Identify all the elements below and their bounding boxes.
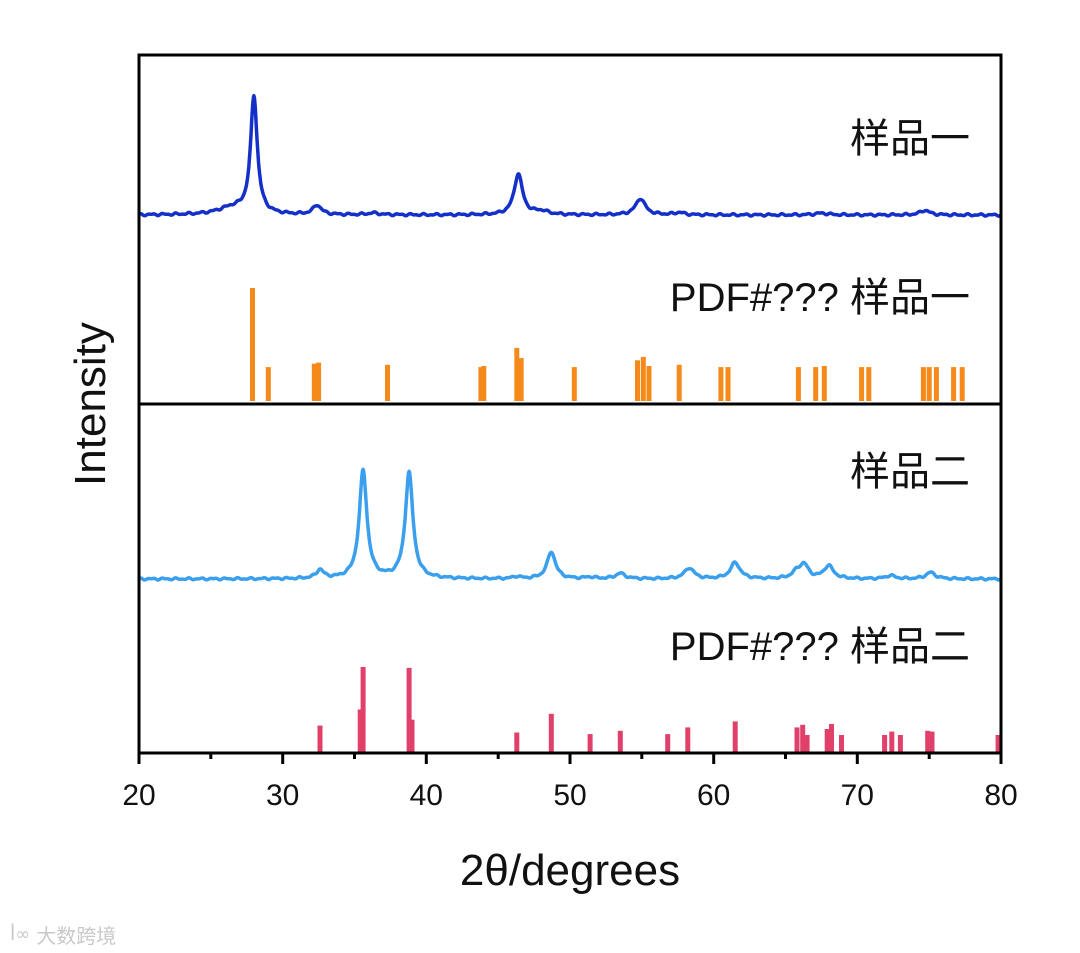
reference-stick-top-8 — [518, 358, 524, 401]
reference-stick-bottom-13 — [800, 724, 806, 752]
reference-stick-top-11 — [640, 356, 646, 401]
y-axis-label: Intensity — [66, 322, 115, 486]
x-axis-label: 2θ/degrees — [460, 846, 680, 895]
trace-label-sample-1: 样品一 — [850, 116, 970, 162]
reference-stick-top-25 — [959, 367, 965, 401]
reference-stick-bottom-12 — [794, 727, 800, 752]
reference-stick-bottom-0 — [317, 725, 323, 752]
reference-stick-top-17 — [813, 367, 819, 401]
series-line-top — [137, 93, 1003, 218]
reference-stick-top-9 — [571, 367, 577, 401]
reference-stick-top-22 — [926, 367, 932, 401]
reference-stick-top-21 — [920, 367, 926, 401]
reference-stick-bottom-9 — [665, 734, 671, 752]
watermark: ꟾ∞ 大数跨境 — [10, 920, 116, 949]
reference-stick-bottom-8 — [617, 730, 623, 753]
reference-stick-top-14 — [718, 367, 724, 401]
reference-stick-bottom-17 — [839, 735, 844, 752]
reference-stick-bottom-5 — [514, 732, 520, 753]
reference-stick-bottom-6 — [548, 713, 554, 753]
reference-stick-bottom-7 — [587, 734, 593, 752]
reference-stick-bottom-16 — [829, 724, 834, 753]
reference-stick-bottom-18 — [882, 735, 888, 752]
reference-stick-top-16 — [795, 367, 801, 401]
x-tick-label: 70 — [841, 779, 874, 812]
trace-label-pdf-sample-2: PDF#??? 样品二 — [670, 625, 970, 669]
reference-stick-top-1 — [265, 367, 271, 401]
reference-stick-top-13 — [676, 364, 682, 401]
watermark-logo-icon: ꟾ∞ — [10, 924, 31, 945]
trace-label-sample-2: 样品二 — [850, 449, 970, 495]
reference-stick-bottom-23 — [995, 735, 1001, 752]
reference-stick-bottom-20 — [897, 735, 903, 752]
reference-stick-bottom-22 — [929, 731, 935, 752]
reference-stick-top-24 — [951, 367, 957, 401]
watermark-text: 大数跨境 — [36, 924, 117, 948]
reference-stick-top-20 — [866, 367, 872, 401]
x-tick-label: 40 — [410, 779, 443, 812]
reference-stick-bottom-14 — [804, 735, 810, 752]
reference-stick-top-15 — [725, 367, 731, 401]
reference-stick-bottom-10 — [685, 727, 691, 752]
x-tick-label: 80 — [984, 779, 1017, 812]
x-tick-label: 50 — [553, 779, 586, 812]
series-line-bottom — [137, 467, 1003, 582]
reference-stick-bottom-2 — [360, 667, 366, 752]
x-axis-ticks: 20 30 40 50 60 70 80 — [122, 753, 1018, 812]
reference-stick-top-3 — [316, 362, 322, 401]
reference-stick-top-2 — [311, 363, 317, 401]
reference-stick-top-7 — [514, 347, 520, 401]
reference-stick-top-19 — [859, 367, 865, 401]
reference-stick-top-10 — [635, 360, 640, 401]
reference-stick-bottom-19 — [889, 731, 895, 752]
reference-stick-bottom-11 — [732, 721, 738, 752]
x-tick-label: 30 — [266, 779, 299, 812]
reference-stick-top-5 — [478, 367, 484, 401]
reference-stick-top-0 — [250, 288, 255, 401]
reference-stick-bottom-4 — [409, 719, 415, 752]
reference-stick-bottom-15 — [824, 729, 830, 752]
reference-stick-top-6 — [481, 366, 487, 401]
chart-marks — [137, 93, 1003, 753]
reference-stick-top-4 — [385, 364, 390, 401]
reference-stick-bottom-3 — [406, 667, 412, 753]
x-tick-label: 20 — [122, 779, 155, 812]
reference-stick-top-12 — [646, 366, 652, 401]
reference-stick-bottom-21 — [925, 730, 931, 753]
x-tick-label: 60 — [697, 779, 730, 812]
reference-stick-top-18 — [821, 366, 827, 401]
trace-label-pdf-sample-1: PDF#??? 样品一 — [670, 276, 970, 320]
reference-stick-bottom-1 — [357, 709, 363, 752]
reference-stick-top-23 — [933, 367, 939, 401]
